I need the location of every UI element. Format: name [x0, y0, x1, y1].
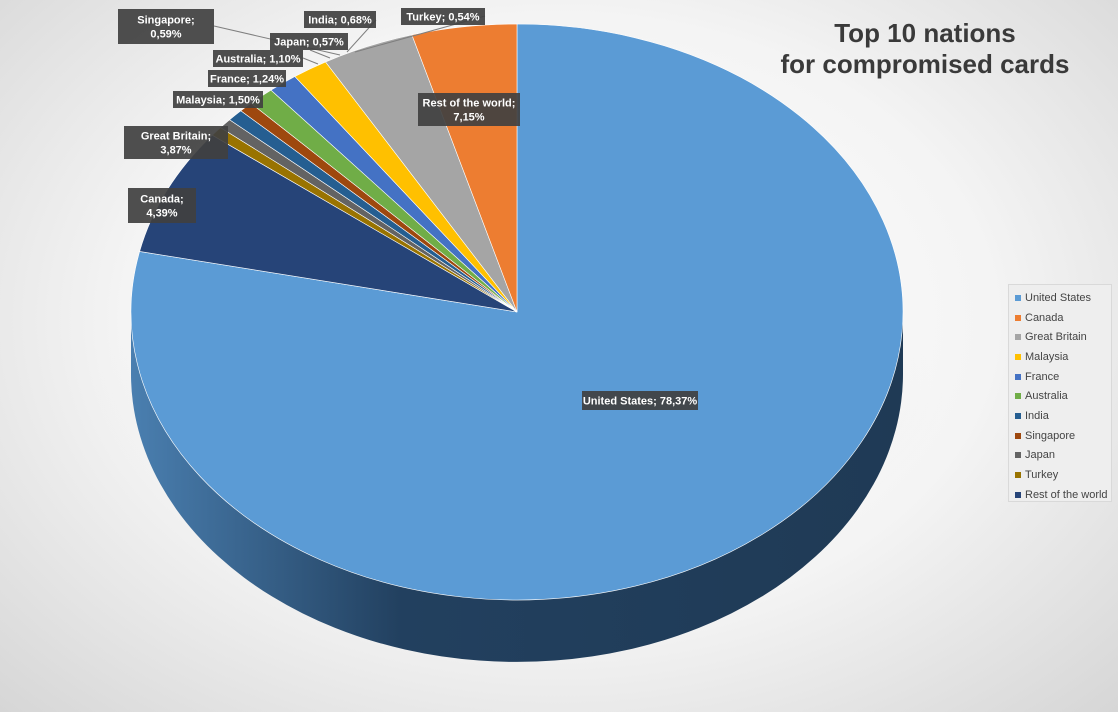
- data-label-singapore: Singapore; 0,59%: [118, 9, 214, 44]
- legend-swatch: [1015, 353, 1021, 360]
- legend-swatch: [1015, 472, 1021, 479]
- chart-title-line-1: Top 10 nations: [834, 18, 1016, 48]
- legend-item-singapore: Singapore: [1015, 426, 1111, 446]
- data-label-text: Canada;: [140, 194, 183, 206]
- data-label-text: 4,39%: [146, 208, 177, 220]
- legend-label: Turkey: [1025, 469, 1059, 482]
- legend-swatch: [1015, 373, 1021, 380]
- data-label-text: 3,87%: [160, 145, 191, 157]
- data-label-box: [304, 11, 376, 28]
- data-label-text: Rest of the world;: [423, 98, 516, 110]
- data-label-box: [124, 126, 228, 159]
- data-label-box: [208, 70, 286, 87]
- leader-line-australia: [302, 57, 319, 65]
- data-label-text: Turkey; 0,54%: [406, 12, 479, 24]
- data-label-text: United States; 78,37%: [583, 396, 698, 408]
- legend-label: France: [1025, 370, 1060, 383]
- legend-swatch: [1015, 452, 1021, 459]
- legend-label: Great Britain: [1025, 331, 1087, 344]
- legend-swatch: [1015, 412, 1021, 419]
- legend-label: Malaysia: [1025, 350, 1069, 363]
- legend-label: Japan: [1025, 449, 1055, 462]
- legend-swatch: [1015, 432, 1021, 439]
- leader-line-japan: [309, 49, 331, 59]
- legend-item-turkey: Turkey: [1015, 465, 1111, 485]
- legend-swatch: [1015, 334, 1021, 341]
- legend-label: Rest of the world: [1025, 488, 1108, 501]
- data-label-box: [118, 9, 214, 44]
- legend-label: Singapore: [1025, 429, 1076, 442]
- legend-swatch: [1015, 314, 1021, 321]
- legend-item-japan: Japan: [1015, 446, 1111, 466]
- data-label-text: Singapore;: [137, 15, 194, 27]
- data-label-great-britain: Great Britain; 3,87%: [124, 126, 228, 159]
- chart-legend: United States Canada Great Britain Malaysia…: [1008, 284, 1112, 502]
- data-label-united-states: United States; 78,37%: [582, 391, 698, 410]
- data-label-text: India; 0,68%: [308, 15, 372, 27]
- data-label-japan: Japan; 0,57%: [270, 33, 348, 50]
- chart-title-line-2: for compromised cards: [780, 49, 1070, 79]
- data-label-france: France; 1,24%: [208, 70, 286, 87]
- chart-title: Top 10 nations for compromised cards: [760, 18, 1090, 80]
- data-label-text: Malaysia; 1,50%: [176, 95, 260, 107]
- data-label-india: India; 0,68%: [304, 11, 376, 28]
- data-label-text: France; 1,24%: [210, 74, 284, 86]
- legend-swatch: [1015, 393, 1021, 400]
- legend-item-india: India: [1015, 406, 1111, 426]
- legend-label: Canada: [1025, 311, 1064, 324]
- data-label-australia: Australia; 1,10%: [213, 50, 303, 67]
- data-label-turkey: Turkey; 0,54%: [401, 8, 485, 25]
- pie-slice-united-states: [130, 23, 904, 601]
- legend-item-australia: Australia: [1015, 386, 1111, 406]
- legend-item-france: France: [1015, 367, 1111, 387]
- data-label-text: Japan; 0,57%: [274, 37, 344, 49]
- legend-label: Australia: [1025, 390, 1068, 403]
- legend-item-united-states: United States: [1015, 288, 1111, 308]
- pie-side: [131, 312, 903, 662]
- legend-swatch: [1015, 294, 1021, 301]
- legend-item-rest-of-the-world: Rest of the world: [1015, 485, 1111, 505]
- data-label-malaysia: Malaysia; 1,50%: [173, 91, 263, 108]
- legend-label: India: [1025, 409, 1049, 422]
- data-label-text: Australia; 1,10%: [216, 54, 301, 66]
- data-label-box: [401, 8, 485, 25]
- legend-swatch: [1015, 491, 1021, 498]
- legend-item-great-britain: Great Britain: [1015, 327, 1111, 347]
- data-label-box: [418, 93, 520, 126]
- data-label-box: [582, 391, 698, 410]
- data-label-box: [270, 33, 348, 50]
- data-label-text: Great Britain;: [141, 131, 211, 143]
- data-label-box: [213, 50, 303, 67]
- data-label-text: 0,59%: [150, 29, 181, 41]
- data-label-rest-of-the-world: Rest of the world; 7,15%: [418, 93, 520, 126]
- legend-item-malaysia: Malaysia: [1015, 347, 1111, 367]
- legend-item-canada: Canada: [1015, 308, 1111, 328]
- data-label-canada: Canada; 4,39%: [128, 188, 196, 223]
- legend-label: United States: [1025, 291, 1092, 304]
- data-label-text: 7,15%: [453, 112, 484, 124]
- data-label-box: [173, 91, 263, 108]
- data-label-box: [128, 188, 196, 223]
